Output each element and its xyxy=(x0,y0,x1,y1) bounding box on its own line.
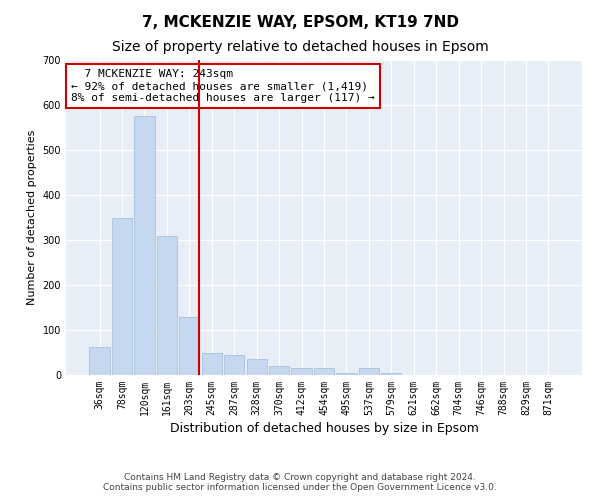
Bar xyxy=(224,355,244,375)
Bar xyxy=(314,368,334,375)
Bar xyxy=(247,359,267,375)
Y-axis label: Number of detached properties: Number of detached properties xyxy=(27,130,37,305)
Bar xyxy=(89,346,110,375)
Text: Size of property relative to detached houses in Epsom: Size of property relative to detached ho… xyxy=(112,40,488,54)
Bar xyxy=(337,373,356,375)
X-axis label: Distribution of detached houses by size in Epsom: Distribution of detached houses by size … xyxy=(170,422,478,435)
Bar xyxy=(134,116,155,375)
Bar xyxy=(157,236,177,375)
Text: 7 MCKENZIE WAY: 243sqm
← 92% of detached houses are smaller (1,419)
8% of semi-d: 7 MCKENZIE WAY: 243sqm ← 92% of detached… xyxy=(71,70,375,102)
Bar xyxy=(179,316,199,375)
Bar xyxy=(269,366,289,375)
Bar xyxy=(359,368,379,375)
Bar xyxy=(112,218,132,375)
Bar xyxy=(292,368,311,375)
Bar xyxy=(381,373,401,375)
Text: Contains HM Land Registry data © Crown copyright and database right 2024.
Contai: Contains HM Land Registry data © Crown c… xyxy=(103,473,497,492)
Bar xyxy=(202,352,222,375)
Text: 7, MCKENZIE WAY, EPSOM, KT19 7ND: 7, MCKENZIE WAY, EPSOM, KT19 7ND xyxy=(142,15,458,30)
